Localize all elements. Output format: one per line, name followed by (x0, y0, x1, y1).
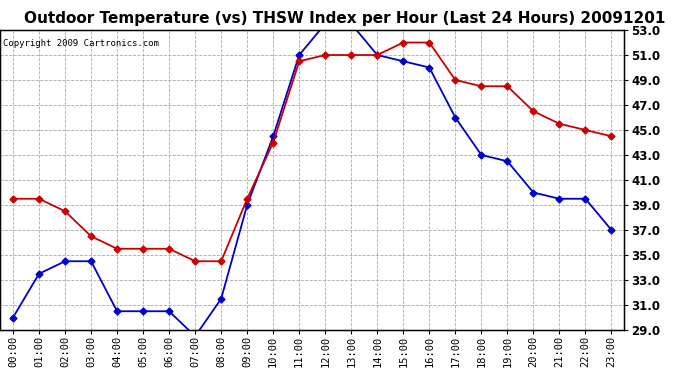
Text: Copyright 2009 Cartronics.com: Copyright 2009 Cartronics.com (3, 39, 159, 48)
Text: Outdoor Temperature (vs) THSW Index per Hour (Last 24 Hours) 20091201: Outdoor Temperature (vs) THSW Index per … (24, 11, 666, 26)
